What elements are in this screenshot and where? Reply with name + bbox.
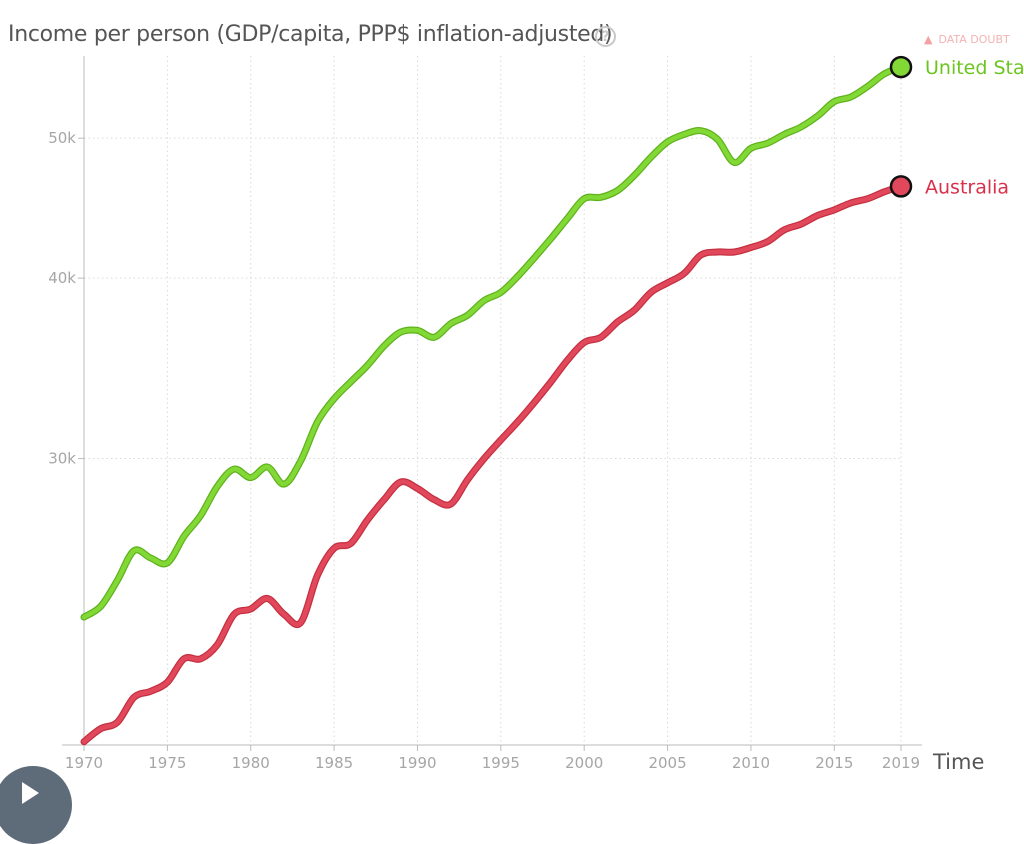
x-tick-label: 2010	[732, 754, 770, 772]
y-tick-label: 50k	[48, 129, 76, 147]
grid	[84, 56, 902, 745]
line-chart: 1970 1975 1980 1985 1990 1995 2000 2005 2010 2015…	[48, 55, 1024, 772]
x-tick-label: 2005	[648, 754, 686, 772]
chart-title: Income per person (GDP/capita, PPP$ infl…	[8, 22, 613, 47]
y-tick-label: 40k	[48, 269, 76, 287]
x-tick-label: 1980	[232, 754, 270, 772]
data-doubts-button[interactable]: ▲ DATA DOUBT	[924, 33, 1010, 46]
series-end-markers[interactable]: United Sta. Australia	[889, 55, 1024, 198]
series-label[interactable]: Australia	[925, 176, 1009, 198]
warning-triangle-icon: ▲	[924, 33, 933, 46]
question-circle-icon[interactable]: ?	[595, 26, 616, 47]
x-tick-label: 1970	[65, 754, 103, 772]
data-doubts-label: DATA DOUBT	[938, 33, 1010, 46]
x-tick-label: 1985	[315, 754, 353, 772]
series-line	[81, 184, 904, 744]
series-end-marker[interactable]	[889, 55, 913, 79]
x-tick-label: 2000	[565, 754, 603, 772]
series-label[interactable]: United Sta.	[925, 57, 1024, 79]
x-tick-label: 1990	[398, 754, 436, 772]
play-button[interactable]	[0, 766, 72, 844]
axes: 1970 1975 1980 1985 1990 1995 2000 2005 2010 2015…	[48, 56, 922, 772]
x-tick-label: 2019	[882, 754, 920, 772]
series-line	[81, 64, 904, 620]
series-line-outline	[80, 63, 905, 621]
time-axis-label[interactable]: Time	[933, 750, 985, 774]
series-end-marker[interactable]	[889, 175, 913, 198]
x-tick-label: 2015	[815, 754, 853, 772]
play-icon	[22, 782, 39, 804]
y-tick-label: 30k	[48, 450, 76, 468]
x-tick-label: 1975	[148, 754, 186, 772]
series-lines	[80, 63, 905, 746]
series-line-outline	[80, 182, 905, 746]
x-tick-label: 1995	[482, 754, 520, 772]
